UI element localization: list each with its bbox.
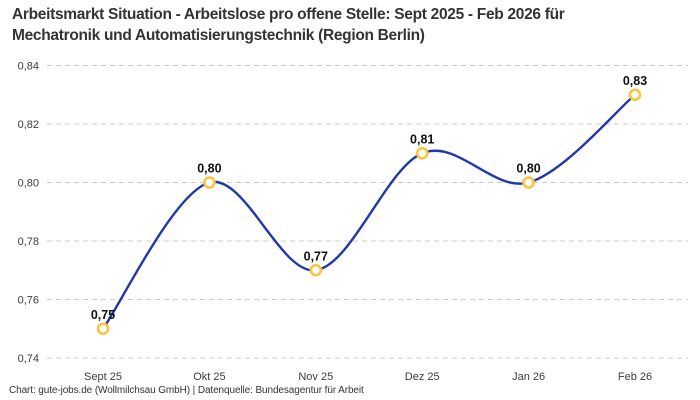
data-point-label: 0,75: [91, 308, 115, 322]
y-axis-tick-label: 0,74: [18, 353, 39, 365]
series-line: [101, 93, 637, 330]
data-point-markers: [96, 88, 642, 336]
x-axis-tick-label: Okt 25: [193, 371, 225, 383]
data-point-label: 0,80: [197, 162, 221, 176]
x-axis-tick-label: Nov 25: [298, 371, 333, 383]
chart-title: Arbeitsmarkt Situation - Arbeitslose pro…: [12, 4, 672, 46]
y-axis-tick-label: 0,76: [18, 295, 39, 307]
x-axis-tick-label: Sept 25: [84, 371, 122, 383]
data-point-labels: 0,75 0,80 0,77 0,81 0,80 0,83: [91, 74, 647, 322]
x-axis-tick-label: Feb 26: [618, 371, 652, 383]
data-point-label: 0,83: [623, 74, 647, 88]
data-point-label: 0,81: [410, 132, 434, 146]
data-point-label: 0,80: [516, 162, 540, 176]
chart-attribution: Chart: gute-jobs.de (Wollmilchsau GmbH) …: [9, 385, 364, 396]
data-point-marker: [628, 88, 642, 102]
data-point-marker: [203, 176, 216, 189]
chart-title-line1: Arbeitsmarkt Situation - Arbeitslose pro…: [12, 6, 565, 23]
gridlines-group: [47, 65, 688, 359]
y-axis-tick-label: 0,80: [18, 178, 39, 190]
data-point-marker: [415, 146, 429, 160]
y-axis-tick-labels: 0,74 0,76 0,78 0,80 0,82 0,84: [18, 61, 39, 366]
x-axis-tick-labels: Sept 25 Okt 25 Nov 25 Dez 25 Jan 26 Feb 26: [84, 371, 652, 383]
x-axis-tick-label: Dez 25: [405, 371, 440, 383]
data-point-marker: [309, 263, 323, 277]
chart-title-line2: Mechatronik und Automatisierungstechnik …: [12, 27, 425, 44]
data-series-group: [101, 93, 637, 330]
y-axis-tick-label: 0,84: [18, 61, 39, 73]
data-point-label: 0,77: [304, 249, 328, 263]
x-axis-tick-label: Jan 26: [512, 371, 545, 383]
data-point-marker: [96, 322, 110, 336]
y-axis-tick-label: 0,78: [18, 236, 39, 248]
data-point-marker: [522, 176, 535, 189]
y-axis-tick-label: 0,82: [18, 119, 39, 131]
